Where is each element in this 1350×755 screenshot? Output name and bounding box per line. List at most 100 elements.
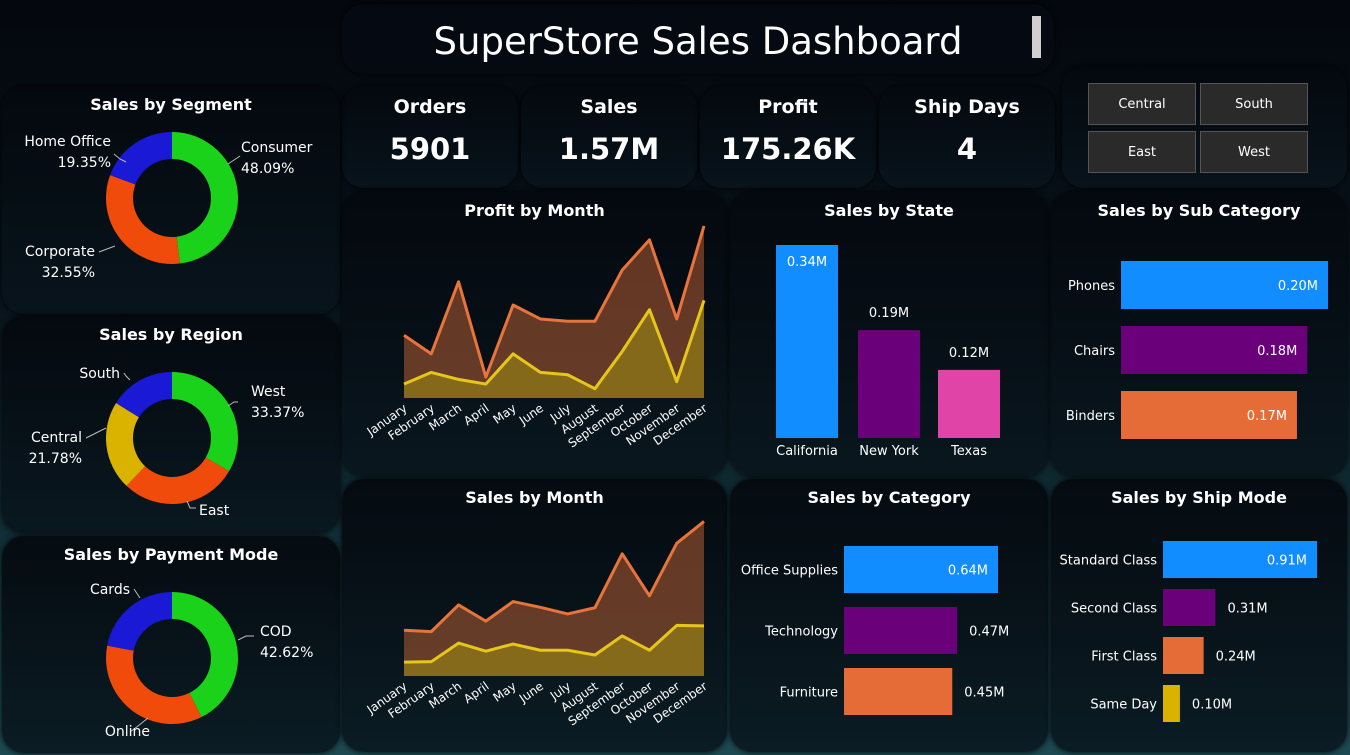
payment-slice-cards bbox=[107, 592, 172, 651]
region-label-central-1: 21.78% bbox=[29, 451, 82, 467]
region-label-east: East bbox=[199, 503, 230, 519]
kpi-label-profit: Profit bbox=[758, 96, 818, 118]
state-value-new-york: 0.19M bbox=[869, 306, 909, 321]
slicer-button-east[interactable]: East bbox=[1088, 131, 1196, 173]
shipmode-value-standard-class: 0.91M bbox=[1267, 554, 1307, 569]
kpi-card-orders: Orders 5901 bbox=[342, 86, 518, 188]
sales-month-title: Sales by Month bbox=[465, 488, 604, 507]
profit_month-tick-april: April bbox=[461, 401, 492, 428]
region-leader-south bbox=[123, 372, 131, 381]
region-card: Sales by Region West 33.37% East Central 21.… bbox=[2, 316, 340, 533]
subcat-value-phones: 0.20M bbox=[1278, 279, 1318, 294]
sales_month-line-1 bbox=[403, 623, 705, 664]
state-title: Sales by State bbox=[824, 201, 954, 220]
profit-month-title: Profit by Month bbox=[464, 201, 605, 220]
shipmode-tick-same-day: Same Day bbox=[1090, 698, 1157, 713]
segment-slice-home-office bbox=[110, 132, 172, 185]
state-bar-chart: California 0.34M New York 0.19M Texas 0.12M bbox=[776, 245, 1000, 459]
region-label-west-0: West bbox=[251, 384, 286, 400]
slicer-button-south[interactable]: South bbox=[1200, 83, 1308, 125]
kpi-card-sales: Sales 1.57M bbox=[521, 86, 697, 188]
payment-card: Sales by Payment Mode COD 42.62% Online Car… bbox=[2, 536, 340, 753]
payment-slice-online bbox=[106, 645, 202, 724]
payment-leader-online bbox=[129, 717, 149, 733]
category-bar-office-supplies bbox=[844, 546, 998, 593]
subcat-bar-phones bbox=[1121, 261, 1328, 309]
kpi-value-sales: 1.57M bbox=[558, 132, 660, 166]
category-value-furniture: 0.45M bbox=[964, 686, 1004, 701]
segment-title: Sales by Segment bbox=[90, 95, 252, 114]
profit_month-area-1 bbox=[404, 300, 704, 398]
slicer-button-west[interactable]: West bbox=[1200, 131, 1308, 173]
subcat-tick-phones: Phones bbox=[1068, 279, 1115, 294]
subcat-bar-chart: Phones 0.20M Chairs 0.18M Binders 0.17M bbox=[1066, 261, 1328, 439]
title-cursor-bar bbox=[1032, 16, 1041, 58]
region-slice-east bbox=[126, 457, 230, 504]
region-slice-central bbox=[105, 402, 146, 486]
state-value-california: 0.34M bbox=[787, 255, 827, 270]
state-bar-california bbox=[776, 245, 838, 438]
sales_month-tick-april: April bbox=[461, 679, 492, 706]
state-tick-new-york: New York bbox=[859, 444, 919, 459]
state-card: Sales by State California 0.34M New York 0.… bbox=[730, 192, 1048, 476]
payment-leader-cards bbox=[133, 588, 141, 599]
region-leader-east bbox=[186, 500, 196, 509]
state-value-texas: 0.12M bbox=[949, 346, 989, 361]
slicer-button-central[interactable]: Central bbox=[1088, 83, 1196, 125]
subcat-tick-chairs: Chairs bbox=[1074, 344, 1115, 359]
region-title: Sales by Region bbox=[99, 325, 243, 344]
segment-label-corporate-0: Corporate bbox=[25, 244, 95, 260]
kpi-card-ship-days: Ship Days 4 bbox=[879, 86, 1055, 188]
category-bar-furniture bbox=[844, 668, 953, 715]
segment-leader-corporate bbox=[98, 245, 116, 253]
category-tick-technology: Technology bbox=[764, 625, 838, 640]
kpi-value-ship-days: 4 bbox=[956, 132, 978, 166]
region-label-west-1: 33.37% bbox=[251, 405, 304, 421]
payment-label-cod-1: 42.62% bbox=[260, 645, 313, 661]
kpi-card-profit: Profit 175.26K bbox=[700, 86, 876, 188]
state-tick-texas: Texas bbox=[950, 444, 987, 459]
category-card: Sales by Category Office Supplies 0.64M Te… bbox=[730, 479, 1048, 752]
kpi-value-orders: 5901 bbox=[389, 132, 471, 166]
region-leader-west bbox=[227, 401, 238, 407]
shipmode-bar-chart: Standard Class 0.91M Second Class 0.31M Firs… bbox=[1060, 541, 1317, 722]
segment-leader-consumer bbox=[227, 155, 241, 165]
category-tick-furniture: Furniture bbox=[780, 686, 838, 701]
shipmode-tick-first-class: First Class bbox=[1091, 650, 1157, 665]
profit-month-card: Profit by Month January February March Apri… bbox=[342, 192, 727, 476]
shipmode-bar-second-class bbox=[1163, 589, 1216, 626]
region-slice-south bbox=[116, 372, 172, 418]
shipmode-value-same-day: 0.10M bbox=[1192, 698, 1232, 713]
profit_month-line-1 bbox=[403, 299, 706, 391]
shipmode-value-second-class: 0.31M bbox=[1227, 602, 1267, 617]
subcat-card: Sales by Sub Category Phones 0.20M Chairs 0… bbox=[1051, 192, 1347, 476]
sales_month-line-0 bbox=[403, 520, 705, 634]
region-label-central-0: Central bbox=[31, 430, 82, 446]
sales_month-tick-may: May bbox=[490, 679, 518, 705]
payment-title: Sales by Payment Mode bbox=[63, 545, 279, 564]
payment-label-cards: Cards bbox=[90, 582, 130, 598]
kpi-label-ship-days: Ship Days bbox=[914, 96, 1020, 118]
segment-label-consumer-1: 48.09% bbox=[241, 161, 294, 177]
profit_month-line-0 bbox=[403, 225, 706, 379]
payment-donut-chart: COD 42.62% Online Cards bbox=[90, 582, 313, 740]
category-title: Sales by Category bbox=[807, 488, 971, 507]
dashboard-title: SuperStore Sales Dashboard bbox=[433, 20, 963, 63]
subcat-tick-binders: Binders bbox=[1066, 409, 1115, 424]
category-value-office-supplies: 0.64M bbox=[948, 564, 988, 579]
state-bar-new-york bbox=[858, 330, 920, 438]
segment-label-home-office-1: 19.35% bbox=[58, 155, 111, 171]
region-slice-west bbox=[172, 372, 238, 472]
subcat-bar-binders bbox=[1121, 391, 1297, 439]
category-value-technology: 0.47M bbox=[969, 625, 1009, 640]
segment-leader-home-office bbox=[113, 153, 127, 163]
payment-label-online: Online bbox=[105, 724, 150, 740]
segment-label-corporate-1: 32.55% bbox=[42, 265, 95, 281]
segment-slice-consumer bbox=[172, 132, 238, 264]
segment-donut-chart: Consumer 48.09% Corporate 32.55% Home Office… bbox=[24, 132, 313, 281]
shipmode-tick-second-class: Second Class bbox=[1071, 602, 1157, 617]
segment-card: Sales by Segment Consumer 48.09% Corporate… bbox=[2, 86, 340, 314]
kpi-value-profit: 175.26K bbox=[720, 132, 856, 166]
sales-month-card: Sales by Month January February March April… bbox=[342, 479, 727, 752]
